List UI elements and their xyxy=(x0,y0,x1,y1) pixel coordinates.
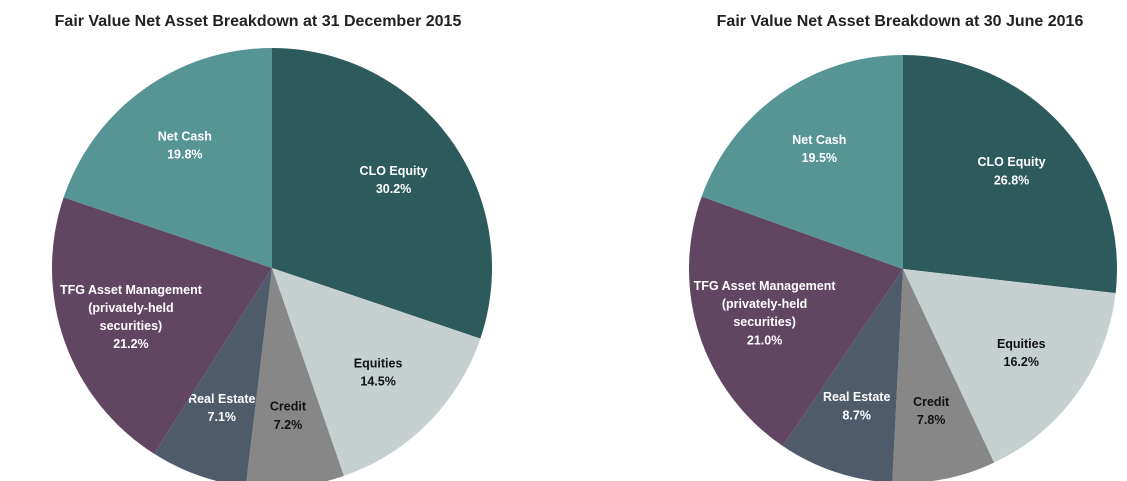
pie-slice xyxy=(272,268,481,476)
slice-category-label: Credit xyxy=(270,400,307,414)
slice-category-label: Real Estate xyxy=(188,392,255,406)
slice-value-label: 30.2% xyxy=(376,182,411,196)
pie-slice xyxy=(701,55,903,269)
pie-slice xyxy=(63,48,273,268)
slice-category-label: TFG Asset Management (privately-held secur… xyxy=(694,279,837,329)
slice-value-label: 14.5% xyxy=(360,375,395,389)
slice-category-label: TFG Asset Management (privately-held secur… xyxy=(60,283,203,333)
slice-category-label: Credit xyxy=(913,395,950,409)
pie-slice xyxy=(892,269,995,481)
slice-value-label: 26.8% xyxy=(994,173,1029,187)
pie-slice xyxy=(903,269,1116,463)
pie-slice xyxy=(782,269,903,481)
slice-value-label: 7.1% xyxy=(208,410,237,424)
slice-category-label: Real Estate xyxy=(823,390,890,404)
slice-value-label: 7.2% xyxy=(274,418,303,432)
slice-category-label: Net Cash xyxy=(792,133,846,147)
pie-slice xyxy=(246,268,344,481)
pie-slice xyxy=(903,55,1117,294)
slice-category-label: Equities xyxy=(997,337,1046,351)
pie-slice xyxy=(272,48,492,339)
slice-value-label: 7.8% xyxy=(917,413,946,427)
slice-value-label: 21.2% xyxy=(113,337,148,351)
pie-slice xyxy=(154,268,272,481)
slice-value-label: 19.8% xyxy=(167,148,202,162)
slice-value-label: 8.7% xyxy=(842,408,871,422)
chart-title: Fair Value Net Asset Breakdown at 30 Jun… xyxy=(717,13,1084,30)
slice-category-label: CLO Equity xyxy=(360,164,428,178)
slice-value-label: 19.5% xyxy=(802,151,837,165)
chart-title: Fair Value Net Asset Breakdown at 31 Dec… xyxy=(55,13,462,30)
slice-value-label: 16.2% xyxy=(1004,355,1039,369)
pie-slice xyxy=(51,197,272,454)
slice-category-label: Equities xyxy=(354,357,403,371)
slice-value-label: 21.0% xyxy=(747,333,782,347)
pie-slice xyxy=(688,196,903,446)
slice-category-label: Net Cash xyxy=(158,130,212,144)
slice-category-label: CLO Equity xyxy=(978,155,1046,169)
